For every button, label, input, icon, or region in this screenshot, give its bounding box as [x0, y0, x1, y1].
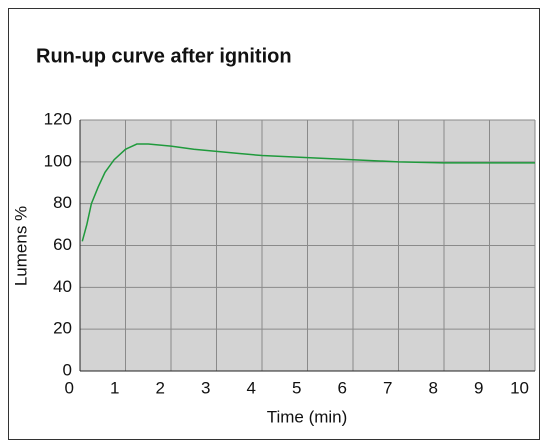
x-tick-label: 3 — [201, 378, 210, 397]
y-tick-label: 120 — [44, 109, 72, 128]
chart-title: Run-up curve after ignition — [36, 45, 292, 67]
x-tick-label: 6 — [338, 378, 347, 397]
x-tick-label: 9 — [474, 378, 483, 397]
y-tick-label: 80 — [53, 193, 72, 212]
x-tick-label: 7 — [383, 378, 392, 397]
x-tick-label: 2 — [156, 378, 165, 397]
y-axis-label: Lumens % — [11, 206, 30, 286]
x-tick-label: 8 — [429, 378, 438, 397]
x-tick-label: 1 — [110, 378, 119, 397]
y-tick-label: 100 — [44, 151, 72, 170]
line — [81, 143, 535, 242]
y-tick-label: 20 — [53, 319, 72, 338]
x-tick-label: 4 — [247, 378, 256, 397]
y-tick-label: 40 — [53, 277, 72, 296]
y-tick-label: 0 — [63, 360, 72, 379]
x-tick-label: 0 — [65, 378, 74, 397]
x-tick-label: 5 — [292, 378, 301, 397]
y-tick-label: 60 — [53, 235, 72, 254]
x-axis-label: Time (min) — [267, 407, 348, 426]
x-tick-label: 10 — [510, 378, 529, 397]
